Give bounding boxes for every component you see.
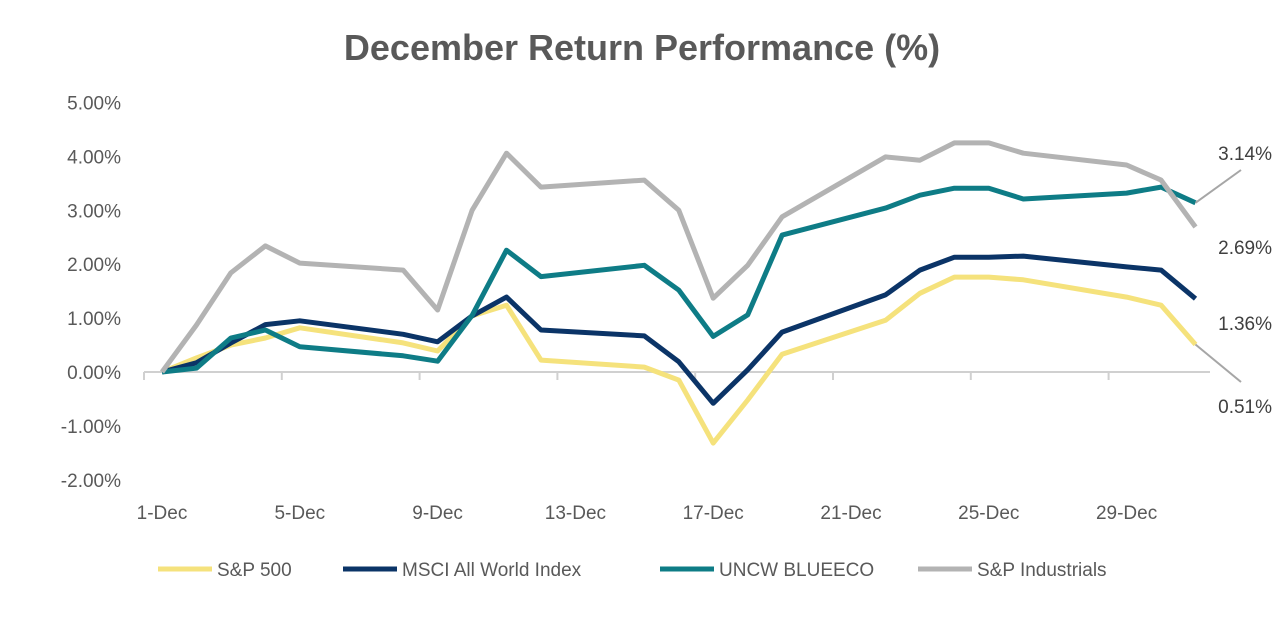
series-line-1 [161, 253, 1198, 406]
legend-label: S&P Industrials [977, 560, 1107, 581]
legend-label: MSCI All World Index [402, 560, 582, 581]
end-value-label: 3.14% [1218, 144, 1272, 165]
legend-label: S&P 500 [217, 560, 292, 581]
x-tick-label: 13-Dec [545, 503, 606, 524]
chart-title: December Return Performance (%) [344, 27, 940, 68]
series-line-3 [159, 140, 1198, 374]
y-tick-label: 0.00% [67, 363, 121, 384]
end-value-label: 2.69% [1218, 238, 1272, 259]
x-tick-label: 9-Dec [412, 503, 463, 524]
y-tick-label: 4.00% [67, 147, 121, 168]
x-tick-label: 21-Dec [820, 503, 881, 524]
series-lines [159, 140, 1198, 446]
x-tick-label: 17-Dec [683, 503, 744, 524]
y-tick-label: -1.00% [61, 417, 121, 438]
end-value-label: 0.51% [1218, 397, 1272, 418]
legend: S&P 500 MSCI All World Index UNCW BLUEECO S… [158, 560, 1107, 581]
x-axis: 1-Dec 5-Dec 9-Dec 13-Dec 17-Dec 21-Dec 25-Dec 2… [137, 371, 1210, 524]
series-line-0 [161, 274, 1198, 446]
y-tick-label: 5.00% [67, 94, 121, 115]
y-axis: 5.00% 4.00% 3.00% 2.00% 1.00% 0.00% -1.00% -2.0… [61, 94, 121, 492]
y-tick-label: 1.00% [67, 309, 121, 330]
y-tick-label: -2.00% [61, 471, 121, 492]
legend-label: UNCW BLUEECO [719, 560, 874, 581]
series-line-2 [161, 184, 1197, 375]
x-tick-label: 25-Dec [958, 503, 1019, 524]
x-tick-label: 1-Dec [137, 503, 188, 524]
y-tick-label: 2.00% [67, 255, 121, 276]
x-tick-label: 29-Dec [1096, 503, 1157, 524]
leader-line [1194, 343, 1242, 383]
x-tick-label: 5-Dec [274, 503, 325, 524]
leader-line [1194, 169, 1242, 204]
y-tick-label: 3.00% [67, 201, 121, 222]
data-labels: 0.51% 1.36% 3.14% 2.69% [1194, 144, 1272, 418]
end-value-label: 1.36% [1218, 314, 1272, 335]
